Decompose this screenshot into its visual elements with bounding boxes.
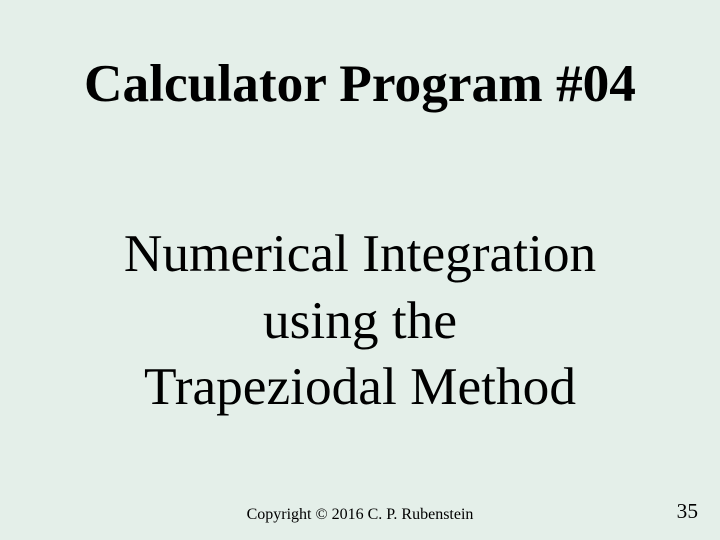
subtitle-line-2: using the <box>0 287 720 354</box>
copyright-text: Copyright © 2016 C. P. Rubenstein <box>0 506 720 524</box>
slide-title: Calculator Program #04 <box>0 54 720 113</box>
subtitle-line-1: Numerical Integration <box>0 220 720 287</box>
subtitle-line-3: Trapeziodal Method <box>0 353 720 420</box>
slide-subtitle: Numerical Integration using the Trapezio… <box>0 220 720 420</box>
slide: Calculator Program #04 Numerical Integra… <box>0 0 720 540</box>
page-number: 35 <box>677 499 698 524</box>
